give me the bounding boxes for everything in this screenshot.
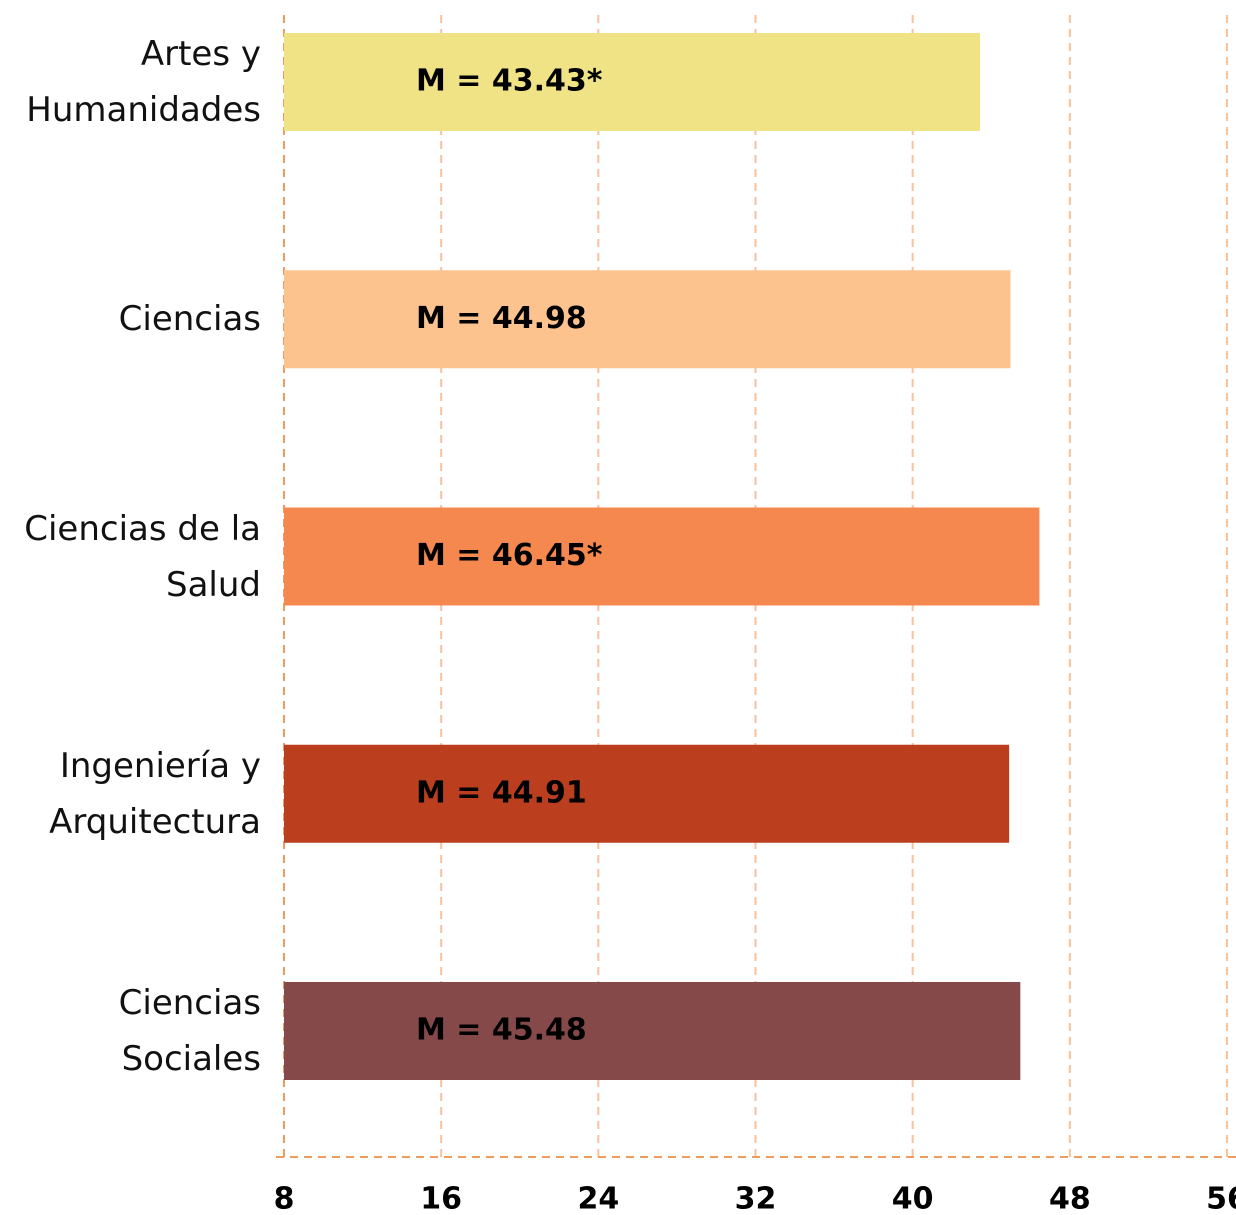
category-label: Ingeniería y Arquitectura — [49, 745, 261, 842]
value-label: M = 46.45* — [416, 538, 603, 573]
bar — [284, 744, 1010, 843]
category-label: Ciencias — [118, 299, 261, 340]
category-label: Ciencias Sociales — [118, 983, 261, 1079]
x-tick-label: 24 — [577, 1182, 619, 1215]
x-tick-label: 56 — [1206, 1182, 1236, 1215]
x-tick-label: 16 — [420, 1182, 462, 1215]
bar — [284, 982, 1021, 1080]
category-label: Artes y Humanidades — [26, 34, 261, 130]
value-label: M = 44.91 — [416, 775, 587, 810]
x-tick-label: 32 — [735, 1182, 777, 1215]
bar — [284, 270, 1011, 369]
bar — [284, 33, 981, 131]
x-tick-label: 48 — [1049, 1182, 1091, 1215]
x-tick-label: 40 — [892, 1182, 934, 1215]
value-label: M = 44.98 — [416, 301, 587, 336]
category-label: Ciencias de la Salud — [24, 508, 261, 605]
x-tick-label: 8 — [274, 1182, 295, 1215]
bar — [284, 507, 1040, 606]
value-label: M = 43.43* — [416, 64, 603, 99]
value-label: M = 45.48 — [416, 1013, 587, 1048]
